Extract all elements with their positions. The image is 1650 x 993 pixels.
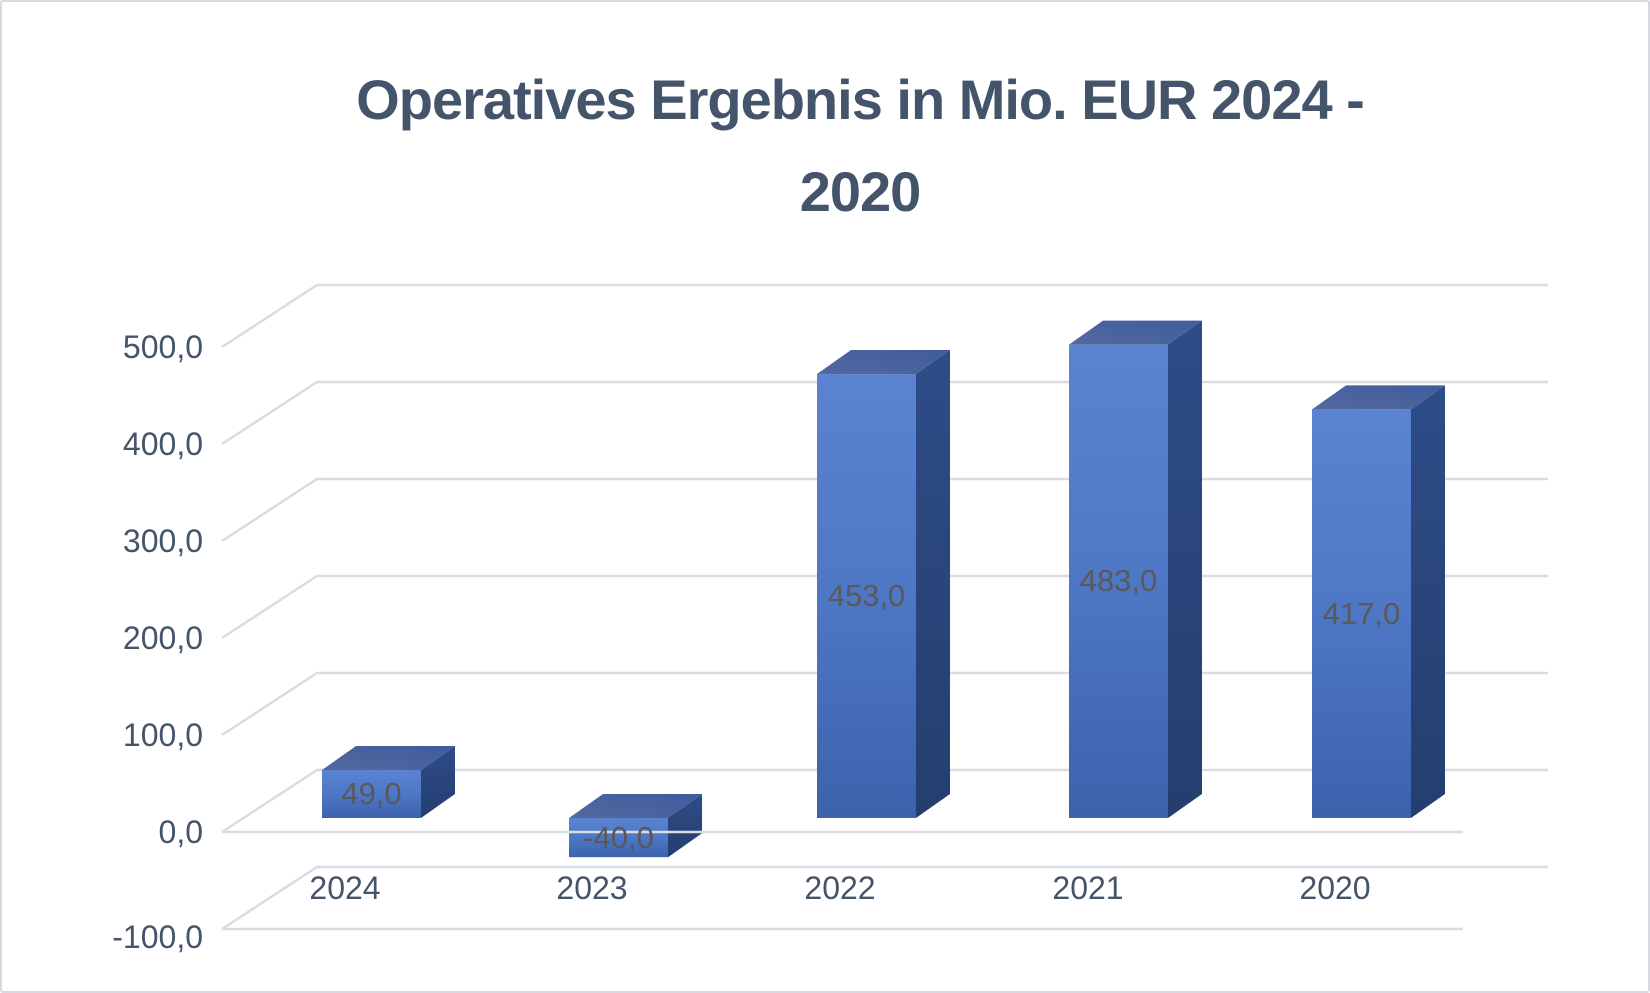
bar-side-face (421, 745, 455, 818)
bar-front-face (569, 818, 668, 858)
bar-2023 (569, 794, 702, 858)
gridline-500 (221, 283, 1548, 349)
bar-side-face (1168, 320, 1202, 818)
bar-top-face (1312, 385, 1445, 410)
bar-top-face (1069, 320, 1202, 345)
bar-front-face (817, 374, 916, 818)
bar-2024 (322, 745, 455, 818)
bar-top-face (817, 350, 950, 375)
bar-front-face (1069, 344, 1168, 818)
chart-title-line1: Operatives Ergebnis in Mio. EUR 2024 - (356, 68, 1365, 131)
bar-top-face (322, 745, 455, 770)
chart-title: Operatives Ergebnis in Mio. EUR 2024 - 2… (130, 54, 1590, 238)
bar-2022 (817, 350, 950, 818)
bar-side-face (668, 794, 702, 858)
bar-2021 (1069, 320, 1202, 818)
gridline--100 (221, 865, 1548, 931)
bar-front-face (1312, 409, 1411, 818)
bar-top-face (569, 794, 702, 818)
bar-2020 (1312, 385, 1445, 818)
bar-front-face (322, 769, 421, 818)
bar-side-face (916, 350, 950, 818)
bar-side-face (1411, 385, 1445, 818)
chart-title-line2: 2020 (799, 160, 922, 223)
